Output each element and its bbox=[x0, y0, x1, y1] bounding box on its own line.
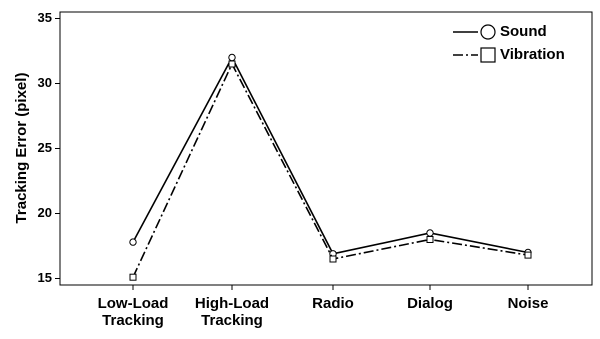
x-category-label: Low-Load Tracking bbox=[98, 295, 169, 329]
legend: Sound Vibration bbox=[453, 23, 565, 63]
y-tick-label: 30 bbox=[38, 75, 52, 90]
legend-label: Sound bbox=[500, 23, 547, 40]
y-axis-ticks: 15 20 25 30 35 bbox=[38, 10, 60, 285]
series-line-sound bbox=[132, 55, 529, 255]
y-tick-label: 15 bbox=[38, 270, 52, 285]
data-point bbox=[426, 236, 434, 243]
x-axis-categories: Low-Load Tracking High-Load Tracking Radio Di… bbox=[98, 285, 549, 329]
legend-item-sound: Sound bbox=[453, 23, 547, 40]
data-point bbox=[524, 251, 532, 259]
y-axis-label: Tracking Error (pixel) bbox=[13, 73, 30, 224]
data-point bbox=[329, 255, 337, 263]
legend-marker bbox=[480, 47, 496, 63]
data-point bbox=[129, 273, 137, 281]
data-point bbox=[228, 53, 236, 62]
series-layer bbox=[129, 53, 532, 281]
data-point bbox=[129, 238, 137, 246]
x-category-label: Radio bbox=[312, 295, 354, 312]
series-line-vibration bbox=[132, 62, 529, 278]
data-point bbox=[228, 60, 236, 68]
y-tick-label: 25 bbox=[38, 140, 52, 155]
x-category-label: Dialog bbox=[407, 295, 453, 312]
x-category-label: High-Load Tracking bbox=[195, 295, 269, 329]
y-tick-label: 20 bbox=[38, 205, 52, 220]
y-tick-label: 35 bbox=[38, 10, 52, 25]
data-point bbox=[426, 229, 434, 237]
series-vibration bbox=[129, 60, 532, 281]
legend-label: Vibration bbox=[500, 46, 565, 63]
legend-marker bbox=[480, 24, 496, 40]
x-category-label: Noise bbox=[508, 295, 549, 312]
legend-item-vibration: Vibration bbox=[453, 46, 565, 63]
